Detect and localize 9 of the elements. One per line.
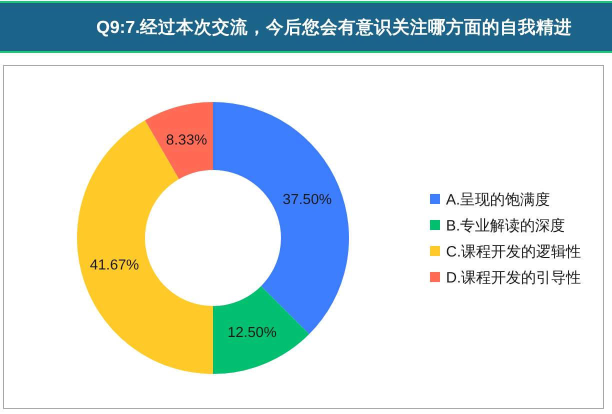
data-label: 37.50% — [282, 192, 332, 208]
title: Q9:7.经过本次交流，今后您会有意识关注哪方面的自我精进 — [96, 17, 572, 37]
legend-label: B.专业解读的深度 — [446, 218, 566, 234]
data-label: 41.67% — [90, 257, 140, 274]
legend-label: A.呈现的饱满度 — [446, 192, 550, 208]
legend-label: C.课程开发的逻辑性 — [446, 244, 581, 260]
data-label: 8.33% — [166, 132, 208, 148]
legend-label: D.课程开发的引导性 — [446, 270, 581, 286]
data-label: 12.50% — [227, 325, 277, 342]
